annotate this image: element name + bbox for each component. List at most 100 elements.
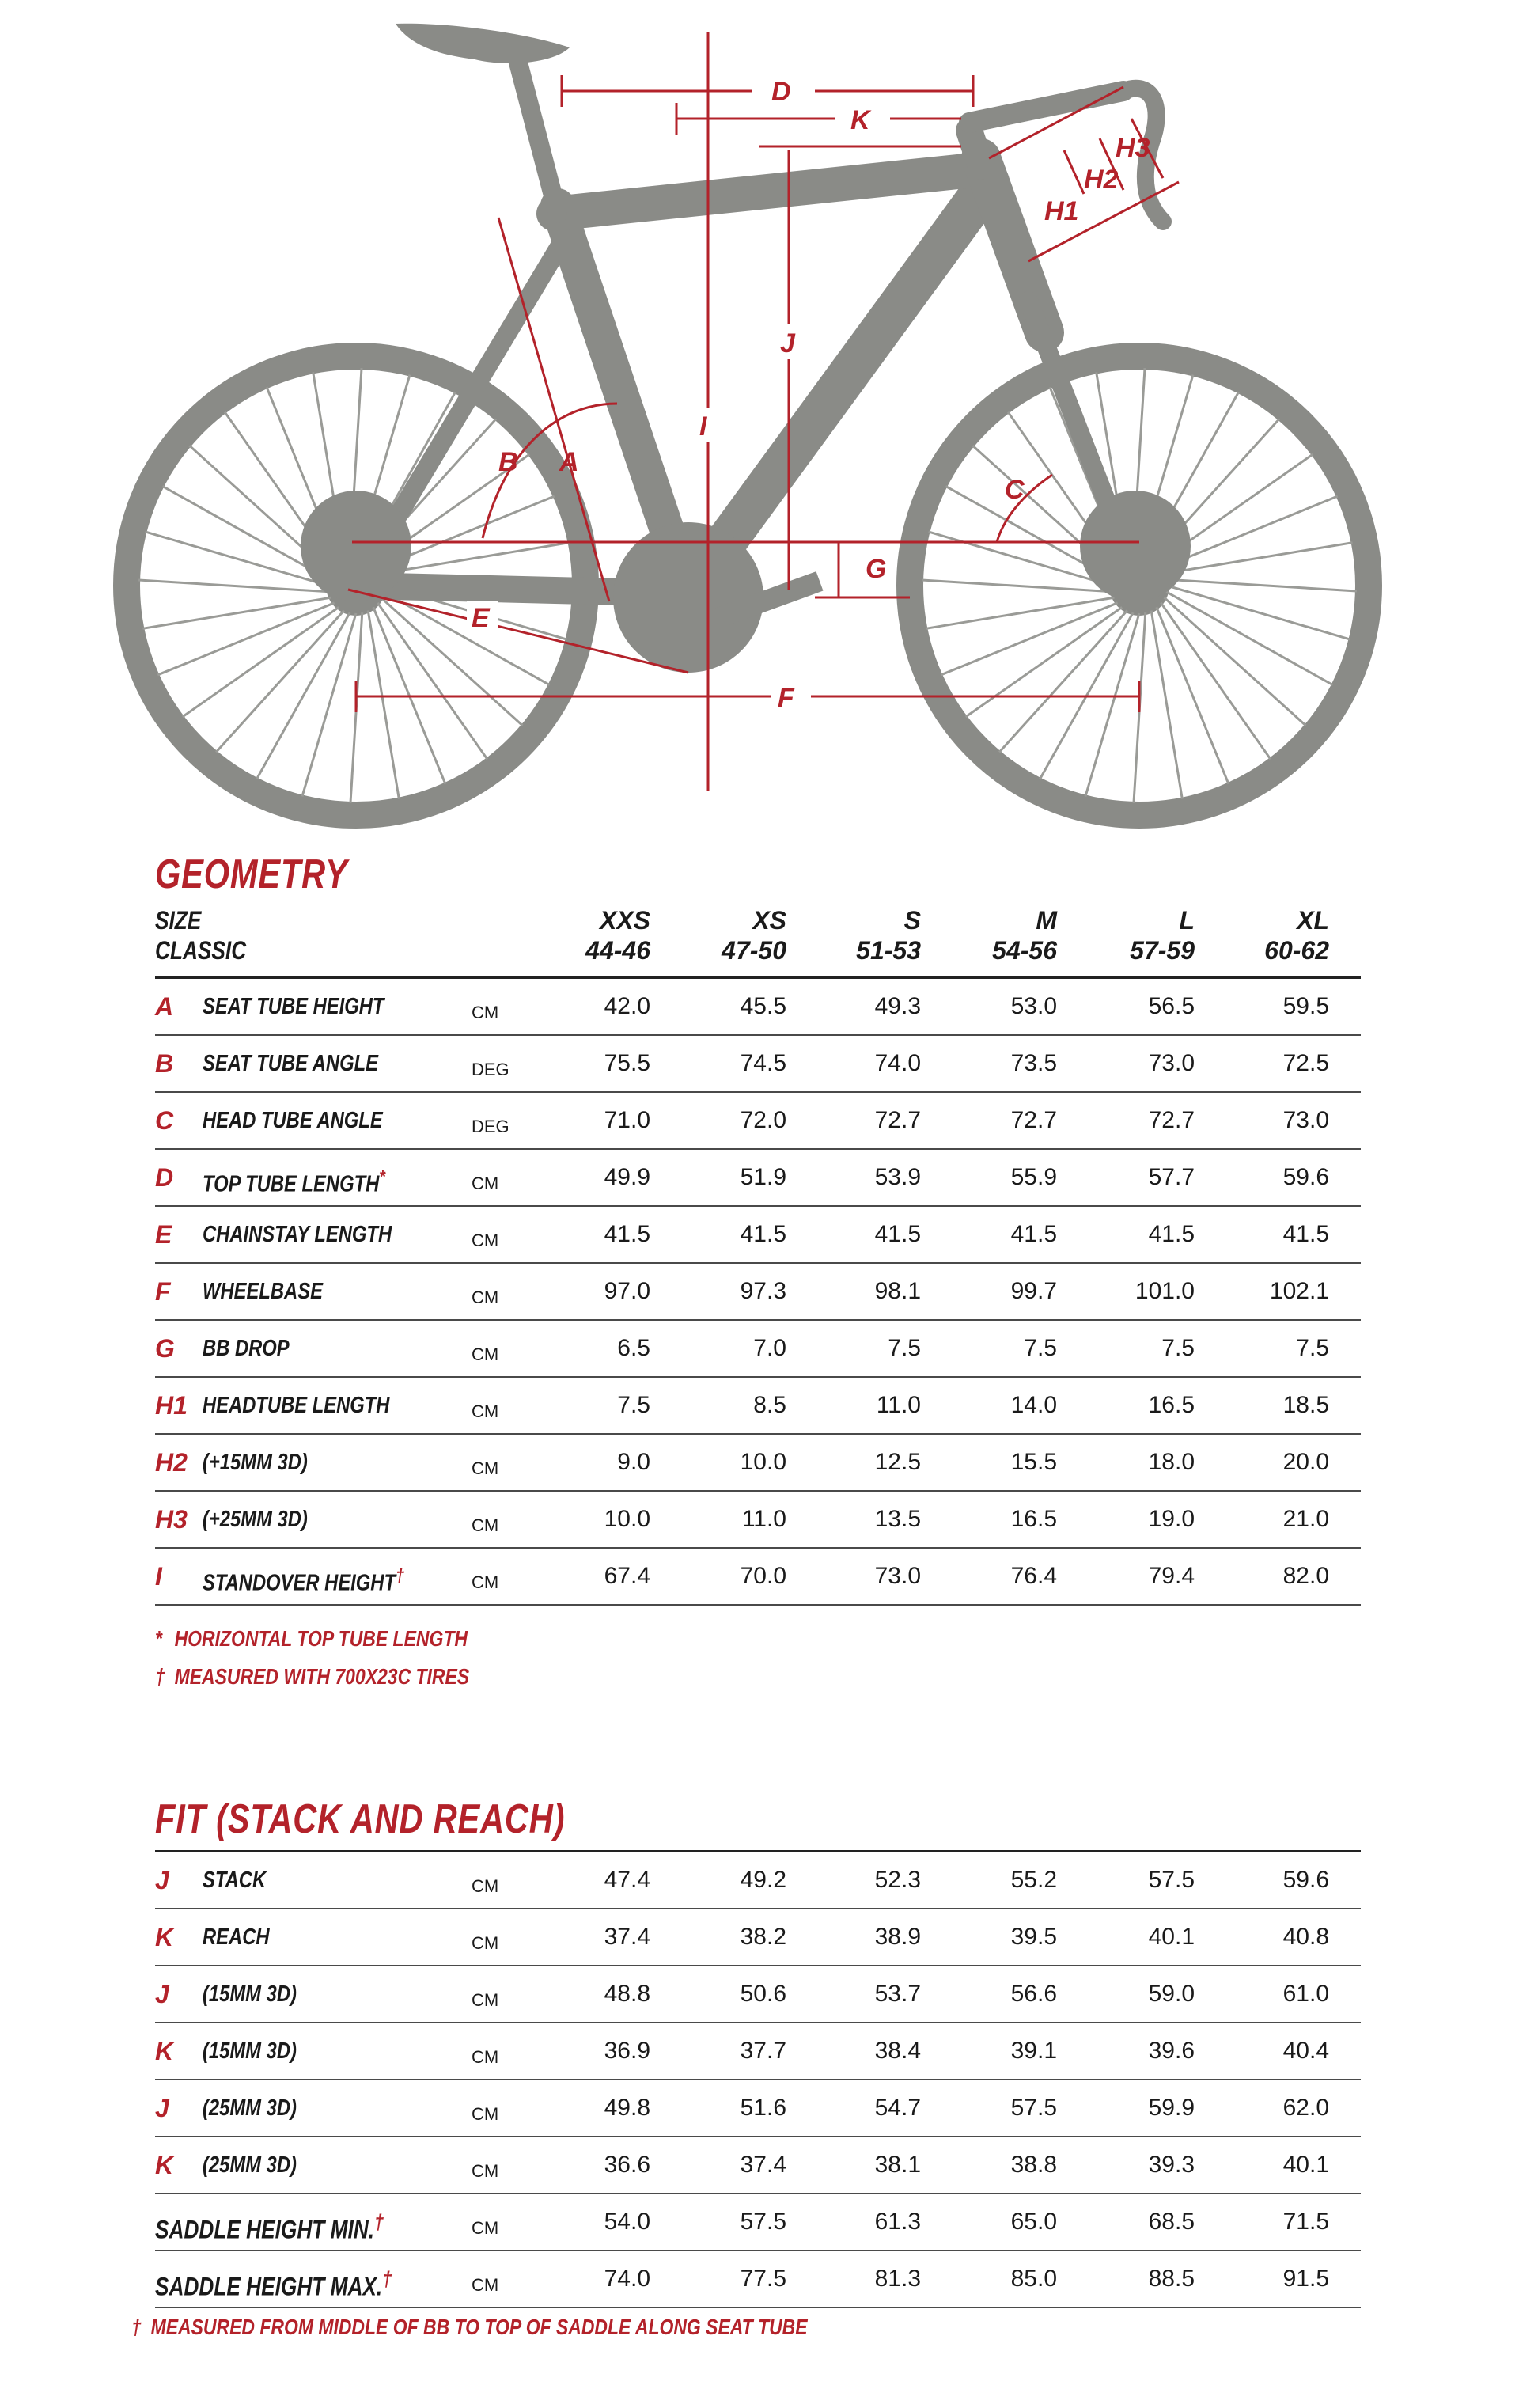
label-J: J bbox=[780, 328, 796, 358]
table-cell: 59.6 bbox=[1282, 1867, 1329, 1893]
table-cell: 7.5 bbox=[1296, 1335, 1329, 1361]
fit-rows: J STACK CM 47.4 49.2 52.3 55.2 57.5 59.6 K REACH CM… bbox=[155, 1852, 1361, 2308]
saddle bbox=[396, 23, 570, 63]
table-cell: 73.0 bbox=[1148, 1050, 1195, 1076]
table-cell: 59.0 bbox=[1148, 1981, 1195, 2007]
table-cell: 54.0 bbox=[604, 2209, 650, 2235]
spoke bbox=[380, 597, 524, 727]
row-unit: CM bbox=[472, 1287, 499, 1307]
row-unit: CM bbox=[472, 2218, 499, 2238]
spoke bbox=[366, 610, 400, 799]
table-cell: 36.6 bbox=[604, 2152, 650, 2178]
table-cell: 40.4 bbox=[1282, 2038, 1329, 2064]
spoke bbox=[145, 530, 329, 587]
row-name: (+15MM 3D) bbox=[203, 1450, 308, 1475]
table-cell: 55.2 bbox=[1010, 1867, 1057, 1893]
size-column-header: S 51-53 bbox=[856, 906, 921, 965]
row-code: H1 bbox=[155, 1391, 188, 1420]
row-code: C bbox=[155, 1106, 174, 1135]
table-cell: 72.7 bbox=[1010, 1107, 1057, 1133]
geometry-section: GEOMETRY SIZE CLASSIC XXS 44-46 XS 47-50 S 51… bbox=[155, 848, 1361, 1696]
row-unit: CM bbox=[472, 1572, 499, 1592]
row-unit: CM bbox=[472, 1933, 499, 1953]
table-cell: 10.0 bbox=[604, 1506, 650, 1532]
row-name: SEAT TUBE HEIGHT bbox=[203, 994, 384, 1019]
geometry-title: GEOMETRY bbox=[155, 851, 348, 897]
table-cell: 53.9 bbox=[874, 1164, 921, 1190]
table-cell: 10.0 bbox=[740, 1449, 786, 1475]
table-cell: 57.5 bbox=[1148, 1867, 1195, 1893]
table-cell: 73.0 bbox=[1282, 1107, 1329, 1133]
spoke bbox=[964, 606, 1123, 719]
row-name: STANDOVER HEIGHT† bbox=[203, 1565, 405, 1596]
spoke bbox=[940, 601, 1119, 677]
row-name: (15MM 3D) bbox=[203, 2038, 297, 2064]
table-cell: 72.0 bbox=[740, 1107, 786, 1133]
table-cell: 49.8 bbox=[604, 2095, 650, 2121]
table-cell: 38.2 bbox=[740, 1924, 786, 1950]
table-row: H1 HEADTUBE LENGTH CM 7.5 8.5 11.0 14.0 16.5 18.… bbox=[155, 1378, 1361, 1435]
footnote-mark: † bbox=[382, 2267, 392, 2291]
table-row: D TOP TUBE LENGTH* CM 49.9 51.9 53.9 55.9 57.7 5… bbox=[155, 1150, 1361, 1207]
table-cell: 65.0 bbox=[1010, 2209, 1057, 2235]
table-cell: 55.9 bbox=[1010, 1164, 1057, 1190]
table-cell: 71.0 bbox=[604, 1107, 650, 1133]
label-B: B bbox=[498, 447, 518, 477]
row-unit: CM bbox=[472, 1231, 499, 1250]
row-code: K bbox=[155, 2151, 174, 2179]
table-cell: 99.7 bbox=[1010, 1278, 1057, 1304]
row-unit: CM bbox=[472, 1876, 499, 1896]
label-G: G bbox=[866, 554, 886, 584]
table-row: SADDLE HEIGHT MAX.† CM 74.0 77.5 81.3 85.0 88.… bbox=[155, 2251, 1361, 2308]
table-cell: 102.1 bbox=[1269, 1278, 1329, 1304]
table-cell: 41.5 bbox=[1010, 1221, 1057, 1247]
row-code: H3 bbox=[155, 1505, 188, 1534]
table-cell: 38.8 bbox=[1010, 2152, 1057, 2178]
row-name: HEAD TUBE ANGLE bbox=[203, 1108, 383, 1133]
spoke bbox=[256, 612, 351, 780]
table-row: K (25MM 3D) CM 36.6 37.4 38.1 38.8 39.3 40.1 bbox=[155, 2137, 1361, 2194]
table-cell: 72.7 bbox=[1148, 1107, 1195, 1133]
row-code: I bbox=[155, 1562, 162, 1591]
spoke bbox=[1150, 610, 1184, 799]
row-code: J bbox=[155, 1980, 169, 2008]
label-A: A bbox=[559, 447, 579, 477]
spoke bbox=[926, 596, 1115, 630]
table-cell: 91.5 bbox=[1282, 2266, 1329, 2292]
table-cell: 47.4 bbox=[604, 1867, 650, 1893]
table-cell: 50.6 bbox=[740, 1981, 786, 2007]
table-cell: 53.0 bbox=[1010, 993, 1057, 1019]
row-unit: CM bbox=[472, 1458, 499, 1478]
row-name: BB DROP bbox=[203, 1336, 290, 1361]
table-cell: 76.4 bbox=[1010, 1563, 1057, 1589]
row-code: D bbox=[155, 1163, 174, 1192]
table-cell: 57.5 bbox=[740, 2209, 786, 2235]
table-cell: 21.0 bbox=[1282, 1506, 1329, 1532]
table-cell: 40.8 bbox=[1282, 1924, 1329, 1950]
spoke bbox=[382, 590, 551, 686]
row-name: (+25MM 3D) bbox=[203, 1507, 308, 1532]
table-cell: 39.5 bbox=[1010, 1924, 1057, 1950]
table-cell: 15.5 bbox=[1010, 1449, 1057, 1475]
footnote-mark: † bbox=[373, 2210, 384, 2234]
table-cell: 49.9 bbox=[604, 1164, 650, 1190]
label-K: K bbox=[850, 105, 872, 135]
table-cell: 36.9 bbox=[604, 2038, 650, 2064]
table-cell: 97.3 bbox=[740, 1278, 786, 1304]
spoke bbox=[1163, 597, 1307, 727]
table-cell: 48.8 bbox=[604, 1981, 650, 2007]
table-cell: 74.0 bbox=[874, 1050, 921, 1076]
table-cell: 9.0 bbox=[617, 1449, 650, 1475]
table-cell: 7.5 bbox=[1161, 1335, 1195, 1361]
label-F: F bbox=[778, 683, 795, 713]
row-unit: CM bbox=[472, 2275, 499, 2295]
spoke bbox=[142, 596, 331, 630]
table-cell: 81.3 bbox=[874, 2266, 921, 2292]
table-cell: 70.0 bbox=[740, 1563, 786, 1589]
spoke bbox=[381, 541, 570, 575]
table-row: B SEAT TUBE ANGLE DEG 75.5 74.5 74.0 73.5 73.0 7… bbox=[155, 1036, 1361, 1093]
row-name: WHEELBASE bbox=[203, 1279, 323, 1304]
table-cell: 74.0 bbox=[604, 2266, 650, 2292]
table-cell: 39.1 bbox=[1010, 2038, 1057, 2064]
table-cell: 45.5 bbox=[740, 993, 786, 1019]
